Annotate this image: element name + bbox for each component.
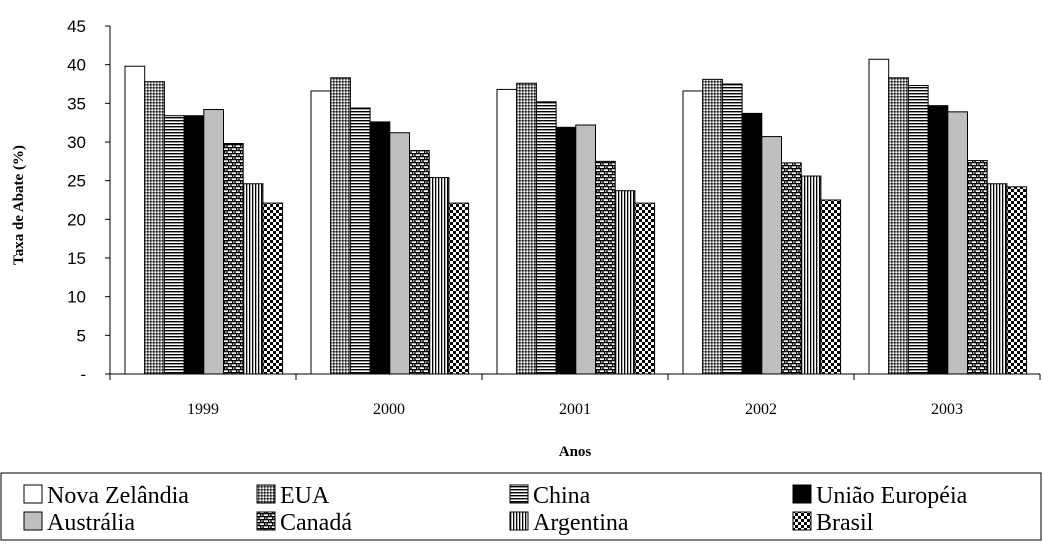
- y-axis-title: Taxa de Abate (%): [11, 145, 27, 265]
- bar: [183, 115, 205, 375]
- y-tick-label: -: [80, 365, 86, 384]
- legend-label: China: [533, 483, 591, 509]
- bar: [741, 112, 763, 375]
- legend-swatch: [256, 511, 276, 531]
- x-tick-label: 1999: [187, 401, 219, 418]
- bar: [496, 88, 518, 375]
- bar: [1006, 186, 1028, 375]
- y-tick-label: 40: [67, 56, 86, 75]
- legend-swatch: [23, 511, 43, 531]
- bar: [448, 202, 470, 375]
- x-tick-label: 2000: [373, 401, 405, 418]
- bar: [330, 77, 351, 375]
- bar: [702, 78, 723, 375]
- legend-label: Brasil: [816, 510, 874, 536]
- y-tick-label: 15: [67, 249, 86, 268]
- legend-label: Austrália: [47, 510, 135, 536]
- x-tick-label: 2002: [745, 401, 777, 418]
- bar: [242, 183, 264, 375]
- bar: [555, 126, 577, 375]
- legend-swatch: [792, 511, 812, 531]
- bars-layer: [124, 58, 1028, 375]
- bar: [163, 115, 185, 375]
- y-tick-label: 25: [67, 172, 86, 191]
- legend-label: EUA: [280, 483, 330, 509]
- legend-label: Argentina: [533, 510, 629, 536]
- bar: [595, 160, 616, 375]
- y-tick-label: 20: [67, 210, 86, 229]
- bar: [888, 77, 909, 375]
- x-tick-label: 2001: [559, 401, 591, 418]
- legend-swatch: [509, 511, 529, 531]
- bar: [868, 58, 890, 375]
- legend-label: Nova Zelândia: [47, 483, 189, 509]
- legend: Nova Zelândia EUA China União Européia Austr…: [0, 472, 1042, 541]
- y-tick-label: 35: [67, 94, 86, 113]
- y-tick-label: 45: [67, 17, 86, 36]
- bar: [409, 150, 430, 375]
- x-axis-title: Anos: [559, 444, 592, 460]
- axes-layer: - 5 10 15 20 25 30 35 40 45 1999 2000 2001 2002 2003 An…: [11, 17, 1041, 460]
- bar: [820, 199, 842, 375]
- bar: [761, 136, 782, 375]
- bar: [203, 109, 225, 375]
- bar: [144, 81, 165, 375]
- bar: [124, 65, 146, 375]
- legend-swatch: [23, 484, 43, 504]
- bar: [986, 183, 1008, 375]
- bar: [575, 124, 596, 375]
- bar: [310, 90, 332, 375]
- bar: [927, 105, 949, 375]
- bar: [428, 177, 450, 375]
- legend-label: União Européia: [816, 483, 968, 509]
- bar: [907, 85, 929, 375]
- bar: [967, 160, 988, 375]
- bar: [634, 202, 656, 375]
- bar: [682, 90, 704, 375]
- y-tick-label: 5: [77, 326, 86, 345]
- bar: [262, 202, 284, 375]
- bar: [389, 132, 410, 375]
- legend-label: Canadá: [280, 510, 352, 536]
- bar: [535, 101, 557, 375]
- bar: [349, 107, 371, 375]
- bar: [781, 162, 802, 375]
- y-tick-label: 30: [67, 133, 86, 152]
- bar: [223, 143, 244, 375]
- legend-swatch: [256, 484, 276, 504]
- bar: [369, 121, 391, 375]
- bar: [800, 175, 822, 375]
- x-tick-label: 2003: [931, 401, 963, 418]
- y-tick-label: 10: [67, 288, 86, 307]
- bar: [947, 111, 968, 375]
- bar: [614, 190, 636, 375]
- legend-swatch: [509, 484, 529, 504]
- bar: [516, 82, 537, 375]
- bar: [721, 83, 743, 375]
- legend-swatch: [792, 484, 812, 504]
